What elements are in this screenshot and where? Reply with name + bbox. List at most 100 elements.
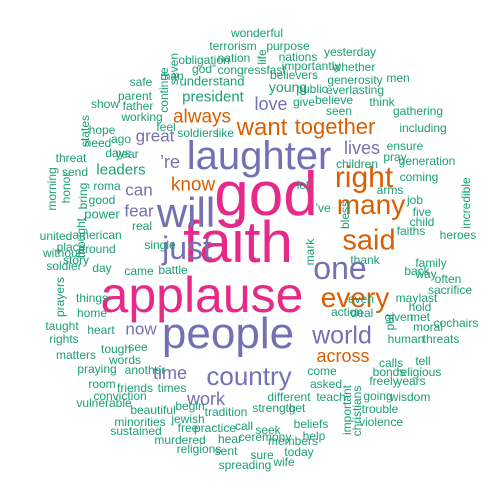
word-tell: tell <box>415 354 431 368</box>
word-soldier: soldier <box>46 259 82 273</box>
word-god: god <box>214 160 318 229</box>
word-seek: seek <box>255 423 281 437</box>
word-terrorism: terrorism <box>209 39 257 53</box>
word-strength: strength <box>252 401 296 415</box>
word-another: another <box>124 363 166 377</box>
word-fear: fear <box>124 201 154 221</box>
word-wife: wife <box>273 455 295 469</box>
word-human: human <box>387 332 425 346</box>
word-whether: whether <box>332 60 376 74</box>
word-seen: seen <box>325 104 353 118</box>
word-american: american <box>72 228 122 242</box>
word-years: years <box>396 374 426 388</box>
word-president: president <box>182 88 244 106</box>
word-going: going <box>363 389 393 403</box>
word-free: free <box>177 421 199 435</box>
word-always: always <box>172 106 232 128</box>
word-often: often <box>434 272 462 286</box>
word-ceremony: ceremony <box>238 430 292 444</box>
word-like: like <box>215 126 235 140</box>
word-heroes: heroes <box>439 228 477 242</box>
word-deal: deal <box>350 306 374 320</box>
word-lives: lives <box>343 138 381 158</box>
word-real: real <box>131 219 153 233</box>
word-pray: pray <box>383 150 407 164</box>
word-show: show <box>90 97 120 111</box>
word-minorities: minorities <box>114 415 166 429</box>
word-generosity: generosity <box>327 73 383 87</box>
word-safe: safe <box>129 75 153 89</box>
word-cochairs: cochairs <box>433 316 479 330</box>
word-working: working <box>121 110 163 124</box>
word-faith: faith <box>183 210 293 275</box>
word-sure: sure <box>250 448 274 462</box>
word-murdered: murdered <box>154 433 206 447</box>
word-five: five <box>412 205 432 219</box>
word-generation: generation <box>398 154 456 168</box>
word-nation: nation <box>217 51 251 65</box>
word-prayers: prayers <box>53 276 67 318</box>
word-child: child <box>409 215 435 229</box>
word-ago: ago <box>110 132 132 146</box>
word-power: power <box>84 206 120 222</box>
word-last: last <box>418 291 438 305</box>
word-practice: practice <box>193 421 237 435</box>
word-let: let <box>296 178 310 192</box>
word-days: days <box>105 146 131 160</box>
word-bring: bring <box>76 182 90 210</box>
word-god-quote: god” <box>191 62 217 76</box>
word-action: action <box>330 305 364 319</box>
word-hold: hold <box>408 300 432 314</box>
word-battle: battle <box>158 263 188 277</box>
word-year: year <box>115 147 139 161</box>
word-religious: religious <box>396 365 442 379</box>
word-young: young <box>268 79 308 95</box>
word-good: good <box>88 193 116 207</box>
word-threat: threat <box>55 151 87 165</box>
word-single: single <box>144 238 176 252</box>
word-give: give <box>292 95 316 109</box>
word-even: even <box>347 292 375 306</box>
word-purpose: purpose <box>266 39 310 53</box>
word-believe: believe <box>314 93 354 107</box>
word-arms: arms <box>376 183 404 197</box>
word-tradition: tradition <box>204 405 248 419</box>
word-help: help <box>302 429 326 443</box>
word-father: father <box>122 99 154 113</box>
word-spreading: spreading <box>218 458 272 472</box>
word-day: day <box>92 261 112 275</box>
word-yesterday: yesterday <box>323 45 377 59</box>
word-need: need <box>84 136 112 150</box>
word-soldiers: soldiers <box>177 126 219 140</box>
word-want: want <box>236 114 288 141</box>
word-together: together <box>294 114 376 139</box>
word-home: home <box>76 306 108 320</box>
word-ensure: ensure <box>386 139 424 153</box>
word-will: will <box>156 189 216 236</box>
word-across: across <box>316 346 370 366</box>
word-may: may <box>395 291 419 305</box>
word-given: given <box>384 310 414 324</box>
word-different: different <box>267 390 311 404</box>
word-life: life <box>255 49 269 65</box>
word-parent: parent <box>117 89 153 103</box>
word-thought: thought <box>74 217 88 259</box>
word-send: send <box>61 165 89 179</box>
word-begin: begin <box>175 399 205 413</box>
word-incredible: incredible <box>459 177 473 229</box>
word-many: many <box>336 189 406 220</box>
word-without: without <box>42 246 82 260</box>
word-teach: teach <box>316 390 346 404</box>
word-rights: rights <box>49 332 79 346</box>
word-roma: roma <box>93 179 121 193</box>
word-place: place <box>56 240 86 254</box>
word-things: things <box>75 291 109 305</box>
word-think: think <box>369 95 395 109</box>
word-nations: nations <box>278 50 318 64</box>
word-coming: coming <box>399 170 439 184</box>
word-jewish: jewish <box>171 412 205 426</box>
word-heart: heart <box>87 323 115 337</box>
word-including: including <box>399 121 447 135</box>
word-fast: fast <box>266 63 286 77</box>
word-matters: matters <box>55 348 97 362</box>
